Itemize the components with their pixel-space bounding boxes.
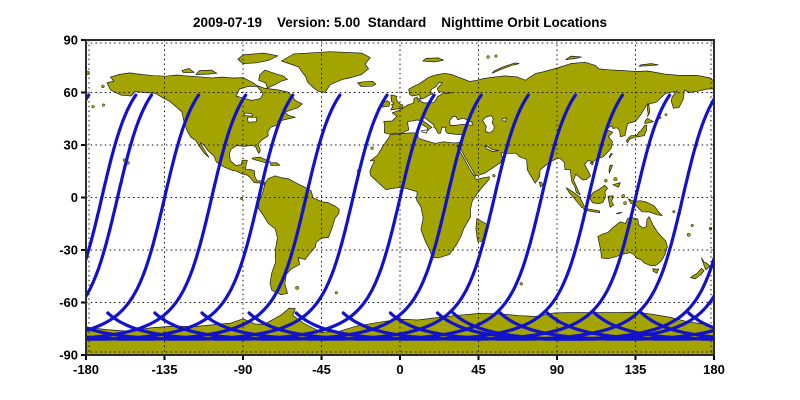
- island: [686, 232, 691, 237]
- x-tick-label: -90: [234, 362, 253, 377]
- orbit-track: [451, 292, 714, 341]
- x-tick-label: 180: [703, 362, 725, 377]
- orbit-track: [341, 93, 672, 341]
- plot-frame: [85, 39, 715, 356]
- y-tick-label: -90: [59, 348, 78, 363]
- orbit-track: [86, 93, 295, 341]
- y-tick-label: 90: [64, 33, 78, 48]
- landmass: [270, 162, 281, 166]
- landmass: [281, 51, 371, 93]
- sea: [390, 117, 464, 144]
- island: [672, 210, 676, 214]
- orbit-track: [247, 93, 577, 341]
- landmass: [608, 164, 613, 174]
- x-tick-label: 135: [625, 362, 647, 377]
- landmass: [369, 61, 714, 259]
- y-tick-label: 0: [71, 190, 78, 205]
- x-tick-label: 0: [396, 362, 403, 377]
- landmass: [597, 216, 668, 267]
- landmass: [626, 124, 648, 144]
- island: [101, 84, 105, 89]
- island: [623, 201, 627, 205]
- landmass: [422, 57, 444, 63]
- x-tick-label: 90: [550, 362, 564, 377]
- orbit-track: [86, 93, 248, 340]
- landmass: [583, 207, 601, 213]
- y-tick-label: 60: [64, 85, 78, 100]
- orbit-track: [86, 93, 201, 333]
- orbit-track: [106, 93, 436, 341]
- y-tick-label: -30: [59, 243, 78, 258]
- landmass: [646, 102, 651, 118]
- island: [613, 177, 618, 182]
- landmass: [589, 184, 608, 205]
- island: [494, 54, 498, 58]
- y-tick-label: 30: [64, 138, 78, 153]
- island: [690, 223, 694, 228]
- landmass: [237, 52, 279, 64]
- orbit-track: [498, 311, 714, 341]
- x-tick-label: -45: [312, 362, 331, 377]
- landmass: [195, 69, 218, 75]
- island: [101, 103, 105, 107]
- y-tick-label: -60: [59, 295, 78, 310]
- orbit-track: [86, 93, 138, 265]
- sea: [501, 117, 507, 122]
- landmass: [615, 211, 623, 215]
- landmass: [612, 182, 621, 188]
- orbit-track-layer: [86, 93, 714, 341]
- island: [295, 285, 300, 290]
- plot-title: 2009-07-19 Version: 5.00 Standard Nightt…: [193, 15, 607, 30]
- x-tick-label: -135: [151, 362, 177, 377]
- island: [604, 178, 608, 183]
- sea: [483, 145, 499, 152]
- island: [91, 105, 95, 109]
- sea: [456, 144, 476, 177]
- landmass: [652, 268, 660, 274]
- orbit-track: [86, 93, 342, 341]
- landmass: [382, 100, 391, 108]
- island: [492, 173, 496, 178]
- landmass: [565, 55, 582, 60]
- orbit-track: [86, 93, 389, 341]
- graticule-layer: [86, 40, 714, 355]
- landmass: [539, 181, 544, 188]
- orbit-track: [388, 96, 714, 341]
- landmass: [491, 62, 520, 74]
- landmass: [644, 117, 654, 124]
- island: [664, 113, 668, 117]
- island: [519, 282, 523, 286]
- orbit-track: [435, 253, 714, 341]
- landmass: [181, 68, 195, 74]
- orbit-track: [86, 93, 154, 300]
- landmass: [607, 195, 615, 208]
- axes-frame-layer: -180 -135 -90 -45 0 45 90 135 180 90 60 30 0 -30 -60 -9…: [59, 33, 725, 378]
- sea: [247, 116, 258, 123]
- sea: [482, 115, 495, 134]
- orbit-track: [294, 93, 625, 341]
- landmass: [357, 81, 377, 87]
- landmass: [258, 69, 288, 89]
- landmass: [589, 162, 594, 166]
- x-tick-label: 45: [471, 362, 485, 377]
- landmass: [106, 72, 303, 186]
- landmass: [638, 63, 659, 67]
- x-tick-label: -180: [73, 362, 99, 377]
- island: [334, 291, 338, 295]
- island: [370, 146, 374, 150]
- landmass: [608, 153, 613, 159]
- orbit-track: [200, 93, 530, 341]
- island: [486, 55, 490, 59]
- landmass: [690, 268, 705, 280]
- orbit-track: [153, 93, 483, 341]
- sea: [243, 112, 253, 117]
